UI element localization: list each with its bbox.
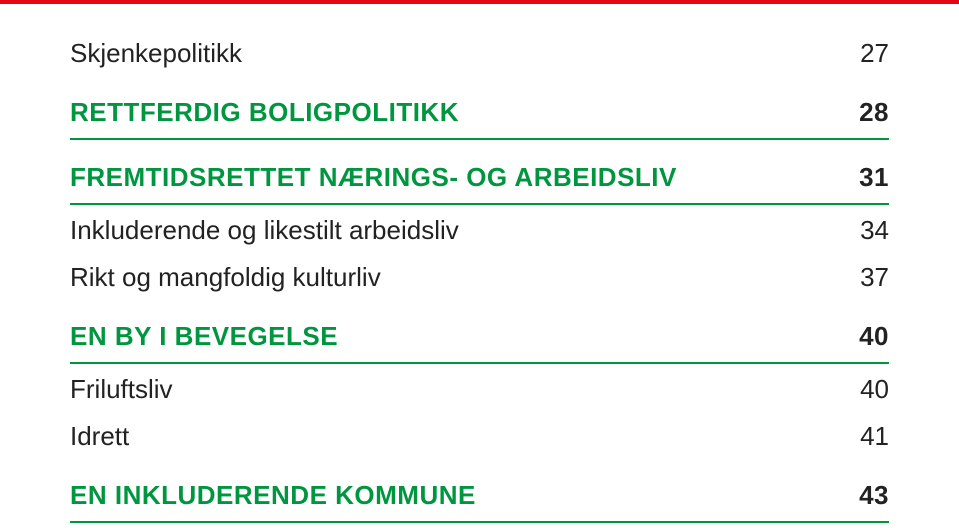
toc-heading-row: FREMTIDSRETTET NÆRINGS- OG ARBEIDSLIV 31 <box>70 154 889 201</box>
toc-page: 28 <box>839 97 889 128</box>
toc-label: Friluftsliv <box>70 374 839 405</box>
divider <box>70 521 889 523</box>
toc-heading-row: EN INKLUDERENDE KOMMUNE 43 <box>70 472 889 519</box>
toc-page: 40 <box>839 374 889 405</box>
toc-row: Idrett 41 <box>70 413 889 460</box>
toc-label: Rikt og mangfoldig kulturliv <box>70 262 839 293</box>
toc-row: Friluftsliv 40 <box>70 366 889 413</box>
toc-page: 37 <box>839 262 889 293</box>
toc-heading-label: RETTFERDIG BOLIGPOLITIKK <box>70 97 839 128</box>
toc-row: Inkluderende og likestilt arbeidsliv 34 <box>70 207 889 254</box>
toc-label: Idrett <box>70 421 839 452</box>
toc-row: Rikt og mangfoldig kulturliv 37 <box>70 254 889 301</box>
divider <box>70 203 889 205</box>
toc-heading-label: EN INKLUDERENDE KOMMUNE <box>70 480 839 511</box>
toc-page: 41 <box>839 421 889 452</box>
toc-heading-label: FREMTIDSRETTET NÆRINGS- OG ARBEIDSLIV <box>70 162 839 193</box>
toc-heading-label: EN BY I BEVEGELSE <box>70 321 839 352</box>
top-red-line <box>0 0 959 4</box>
toc-label: Skjenkepolitikk <box>70 38 839 69</box>
divider <box>70 362 889 364</box>
toc-heading-row: RETTFERDIG BOLIGPOLITIKK 28 <box>70 89 889 136</box>
toc-page: 43 <box>839 480 889 511</box>
toc-label: Inkluderende og likestilt arbeidsliv <box>70 215 839 246</box>
toc-page: 31 <box>839 162 889 193</box>
toc-page: 34 <box>839 215 889 246</box>
toc-page: 27 <box>839 38 889 69</box>
divider <box>70 138 889 140</box>
toc-content: Skjenkepolitikk 27 RETTFERDIG BOLIGPOLIT… <box>70 30 889 523</box>
toc-row: Skjenkepolitikk 27 <box>70 30 889 77</box>
toc-page: 40 <box>839 321 889 352</box>
toc-heading-row: EN BY I BEVEGELSE 40 <box>70 313 889 360</box>
